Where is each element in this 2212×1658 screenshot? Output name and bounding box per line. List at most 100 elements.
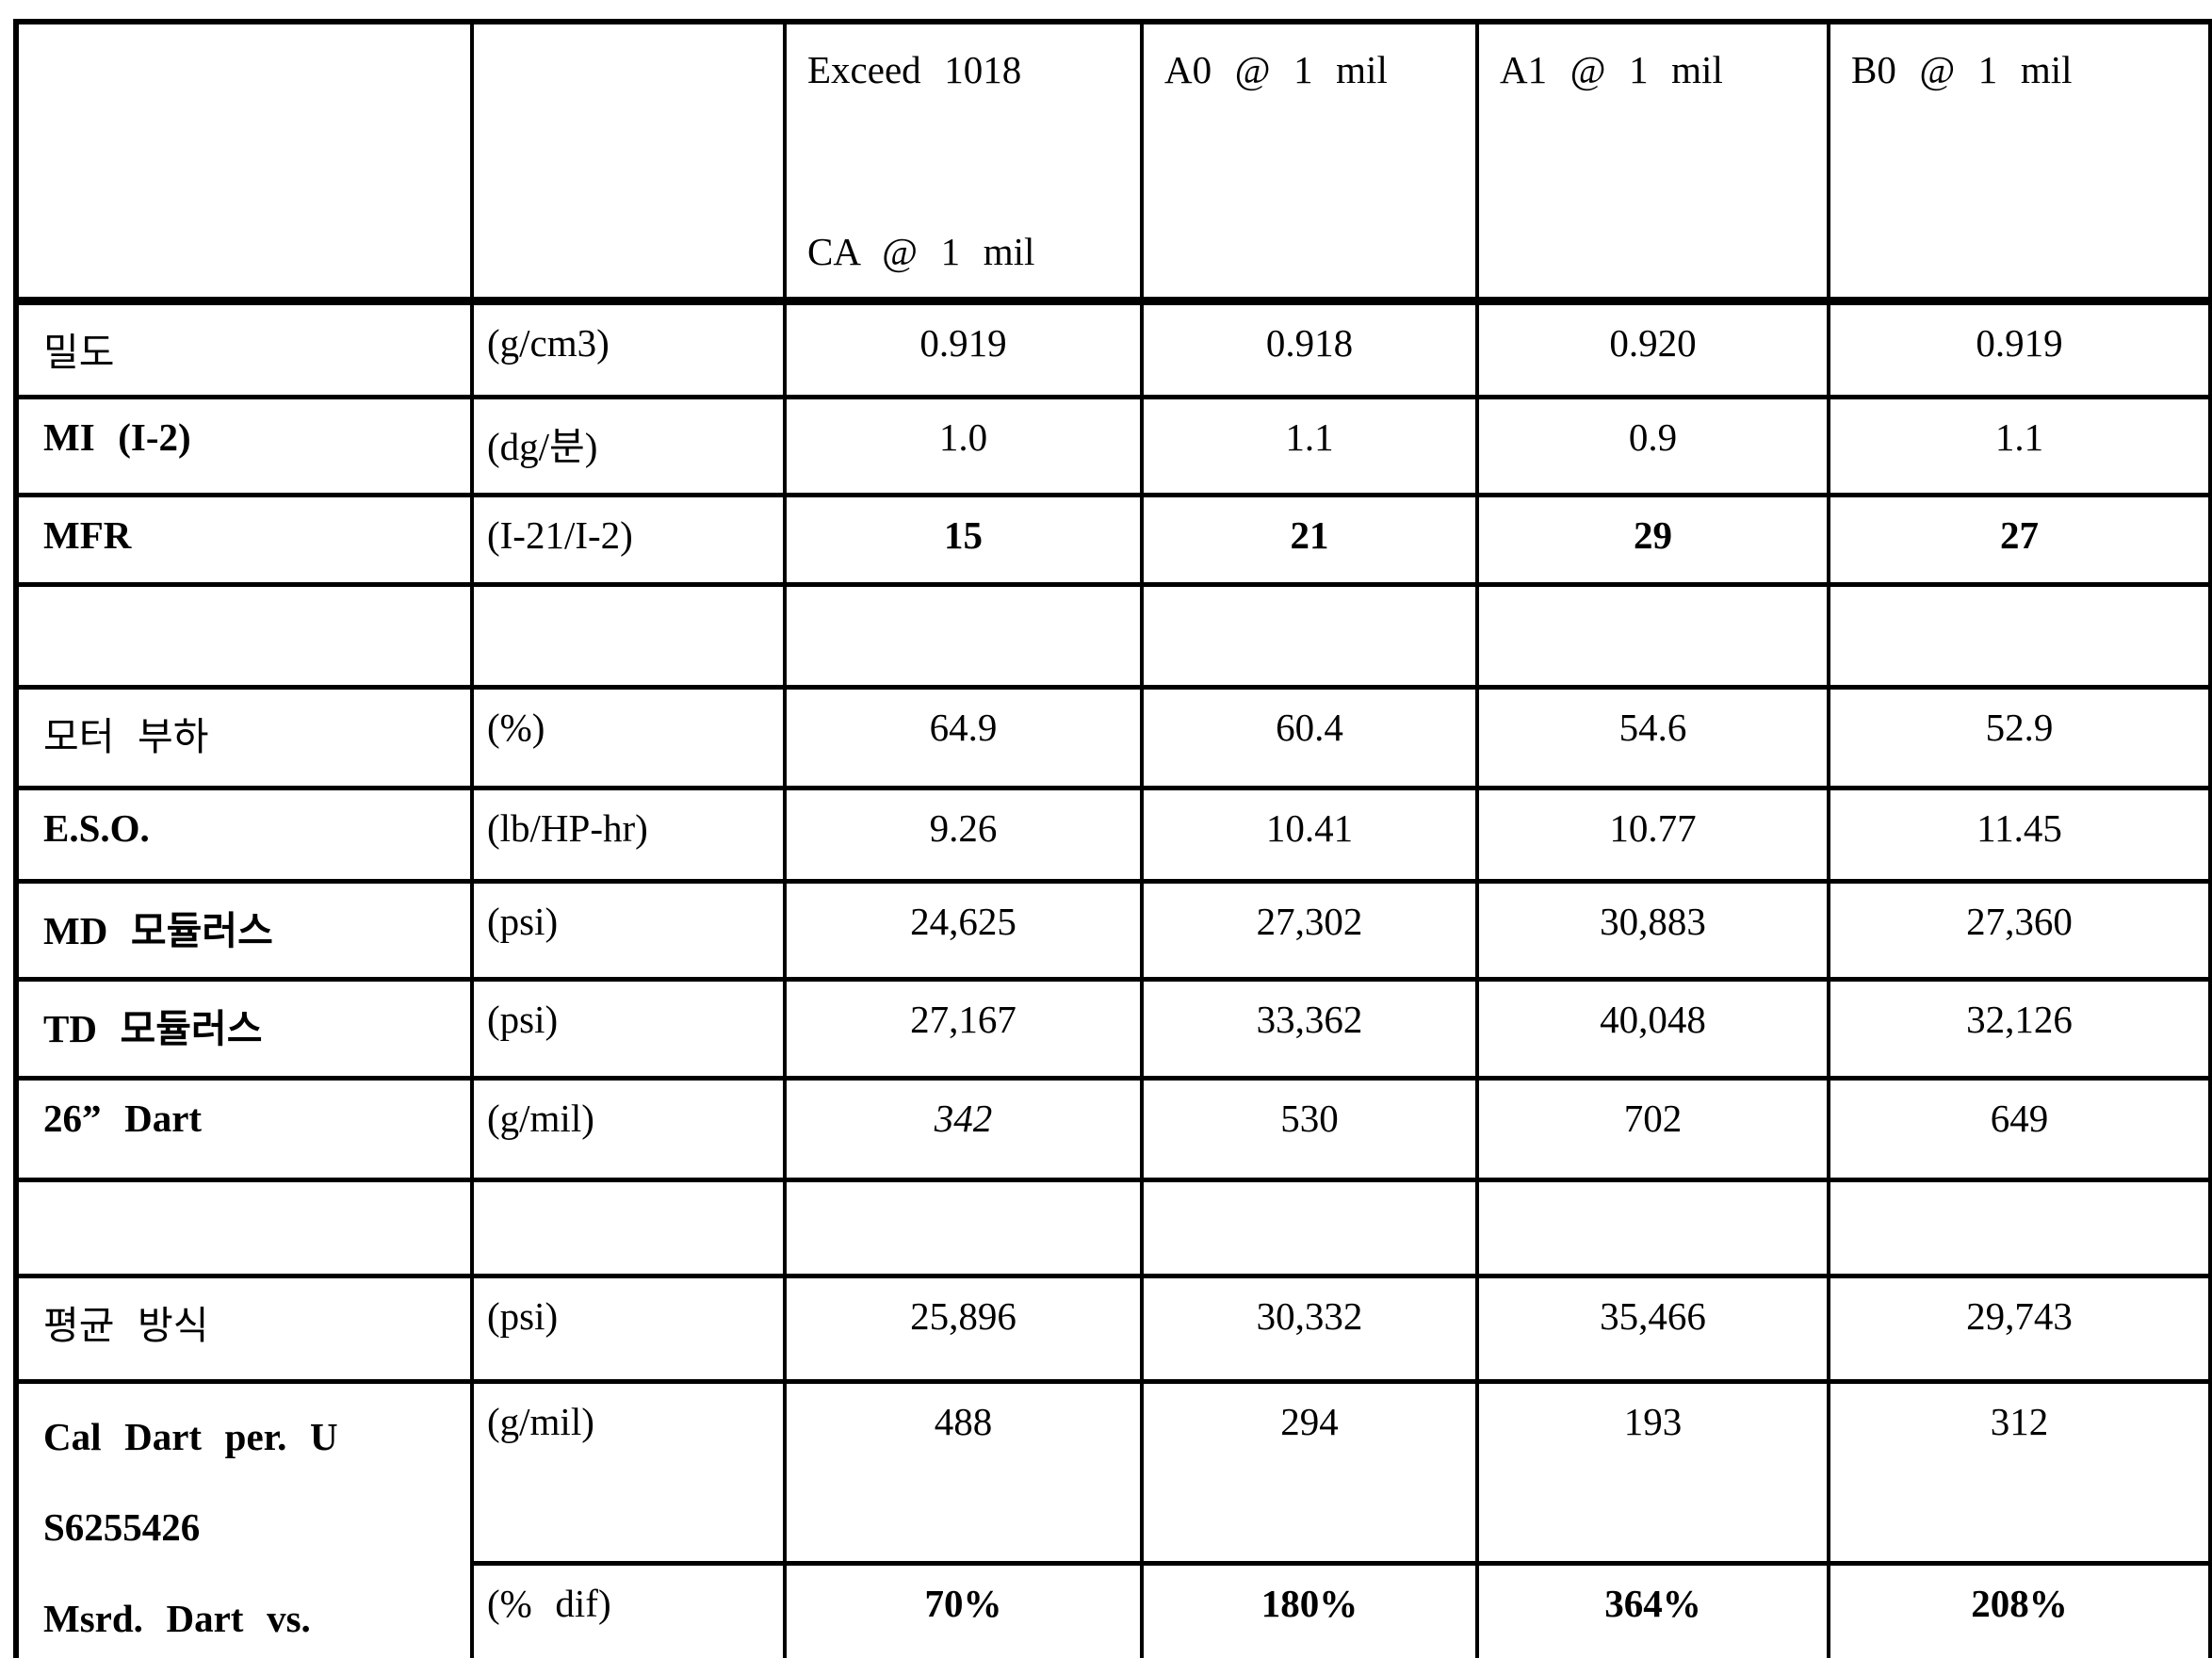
cell-value: 15 xyxy=(783,493,1144,588)
table-row-spacer xyxy=(14,582,2212,691)
cell-value: 1.1 xyxy=(1140,395,1479,498)
cell-value: 27,302 xyxy=(1140,879,1479,983)
cell-value: 64.9 xyxy=(783,685,1144,791)
cell-value: 35,466 xyxy=(1475,1274,1830,1385)
row-label: 평균 방식 xyxy=(14,1274,474,1385)
header-b0: B0 @ 1 mil xyxy=(1827,19,2212,306)
table-row-mfr: MFR (I-21/I-2) 15 21 29 27 xyxy=(14,493,2212,588)
cell-value: 0.9 xyxy=(1475,395,1830,498)
properties-table: Exceed 1018 CA @ 1 mil A0 @ 1 mil A1 @ 1… xyxy=(13,19,2212,1658)
row-label: Cal Dart per. U S6255426 xyxy=(43,1415,338,1550)
cell-value: 60.4 xyxy=(1140,685,1479,791)
row-label: 밀도 xyxy=(14,299,474,400)
cell-value: 10.77 xyxy=(1475,786,1830,885)
cell-value: 27,167 xyxy=(783,977,1144,1081)
table-row-cal-dart: Cal Dart per. U S6255426 Msrd. Dart vs. … xyxy=(14,1379,2212,1658)
cell-value: 0.920 xyxy=(1475,299,1830,400)
cell-value: 702 xyxy=(1475,1076,1830,1183)
cell-value: 30,883 xyxy=(1475,879,1830,983)
cell-value: 180% xyxy=(1140,1561,1479,1658)
row-label: 26” Dart xyxy=(14,1076,474,1183)
cell-value: 649 xyxy=(1827,1076,2212,1183)
table-row-md-modulus: MD 모듈러스 (psi) 24,625 27,302 30,883 27,36… xyxy=(14,879,2212,983)
row-unit: (% dif) xyxy=(470,1561,787,1658)
cell-value: 29 xyxy=(1475,493,1830,588)
cell-value: 208% xyxy=(1827,1561,2212,1658)
row-label: MI (I-2) xyxy=(14,395,474,498)
header-empty-unit xyxy=(470,19,787,306)
cell-value: 27 xyxy=(1827,493,2212,588)
row-label xyxy=(14,582,474,691)
cell-value: 24,625 xyxy=(783,879,1144,983)
table-header-row: Exceed 1018 CA @ 1 mil A0 @ 1 mil A1 @ 1… xyxy=(14,19,2212,306)
row-unit: (%) xyxy=(470,685,787,791)
row-label xyxy=(14,1178,474,1279)
row-unit: (g/mil) xyxy=(470,1379,787,1567)
cell-value xyxy=(1140,582,1479,691)
row-unit: (lb/HP-hr) xyxy=(470,786,787,885)
cell-value: 10.41 xyxy=(1140,786,1479,885)
row-label: MFR xyxy=(14,493,474,588)
cell-value: 25,896 xyxy=(783,1274,1144,1385)
cell-value: 488 xyxy=(783,1379,1144,1567)
cell-value: 0.919 xyxy=(1827,299,2212,400)
cell-value xyxy=(1475,1178,1830,1279)
row-label: E.S.O. xyxy=(14,786,474,885)
cell-value xyxy=(783,582,1144,691)
header-a1: A1 @ 1 mil xyxy=(1475,19,1830,306)
header-exceed-line2: CA @ 1 mil xyxy=(807,229,1035,273)
cell-value: 21 xyxy=(1140,493,1479,588)
row-unit: (psi) xyxy=(470,977,787,1081)
row-label: 모터 부하 xyxy=(14,685,474,791)
row-unit xyxy=(470,1178,787,1279)
table-row-spacer xyxy=(14,1178,2212,1279)
table-row-td-modulus: TD 모듈러스 (psi) 27,167 33,362 40,048 32,12… xyxy=(14,977,2212,1081)
cell-value: 32,126 xyxy=(1827,977,2212,1081)
cell-value: 70% xyxy=(783,1561,1144,1658)
cell-value: 342 xyxy=(783,1076,1144,1183)
cell-value: 0.919 xyxy=(783,299,1144,400)
table-row-msrd-dart: (% dif) 70% 180% 364% 208% xyxy=(16,1561,2212,1658)
table-row-motor-load: 모터 부하 (%) 64.9 60.4 54.6 52.9 xyxy=(14,685,2212,791)
row-unit: (dg/분) xyxy=(470,395,787,498)
cell-value: 52.9 xyxy=(1827,685,2212,791)
cell-value: 54.6 xyxy=(1475,685,1830,791)
table-row-density: 밀도 (g/cm3) 0.919 0.918 0.920 0.919 xyxy=(14,299,2212,400)
cell-value xyxy=(1475,582,1830,691)
row-label: MD 모듈러스 xyxy=(14,879,474,983)
cell-value: 40,048 xyxy=(1475,977,1830,1081)
cell-value: 1.0 xyxy=(783,395,1144,498)
table-row-mi: MI (I-2) (dg/분) 1.0 1.1 0.9 1.1 xyxy=(14,395,2212,498)
cell-value: 364% xyxy=(1475,1561,1830,1658)
cell-value: 193 xyxy=(1475,1379,1830,1567)
table-row-average: 평균 방식 (psi) 25,896 30,332 35,466 29,743 xyxy=(14,1274,2212,1385)
cell-value xyxy=(783,1178,1144,1279)
row-label: TD 모듈러스 xyxy=(14,977,474,1081)
header-exceed-line1: Exceed 1018 xyxy=(807,48,1022,91)
cell-value xyxy=(1827,582,2212,691)
table-row-dart: 26” Dart (g/mil) 342 530 702 649 xyxy=(14,1076,2212,1183)
merged-row-label: Cal Dart per. U S6255426 Msrd. Dart vs. … xyxy=(14,1379,474,1658)
header-empty-label xyxy=(14,19,474,306)
row-unit xyxy=(470,582,787,691)
cell-value: 9.26 xyxy=(783,786,1144,885)
cell-value: 11.45 xyxy=(1827,786,2212,885)
cell-value xyxy=(1827,1178,2212,1279)
row-unit: (g/mil) xyxy=(470,1076,787,1183)
header-a0: A0 @ 1 mil xyxy=(1140,19,1479,306)
header-exceed-1018: Exceed 1018 CA @ 1 mil xyxy=(783,19,1144,306)
cell-value: 1.1 xyxy=(1827,395,2212,498)
row-unit: (g/cm3) xyxy=(470,299,787,400)
row-unit: (psi) xyxy=(470,1274,787,1385)
table-row-eso: E.S.O. (lb/HP-hr) 9.26 10.41 10.77 11.45 xyxy=(14,786,2212,885)
cell-value: 530 xyxy=(1140,1076,1479,1183)
cell-value: 27,360 xyxy=(1827,879,2212,983)
cell-value: 294 xyxy=(1140,1379,1479,1567)
cell-value: 30,332 xyxy=(1140,1274,1479,1385)
cell-value: 33,362 xyxy=(1140,977,1479,1081)
cell-value: 312 xyxy=(1827,1379,2212,1567)
cell-value xyxy=(1140,1178,1479,1279)
row-unit: (I-21/I-2) xyxy=(470,493,787,588)
row-unit: (psi) xyxy=(470,879,787,983)
